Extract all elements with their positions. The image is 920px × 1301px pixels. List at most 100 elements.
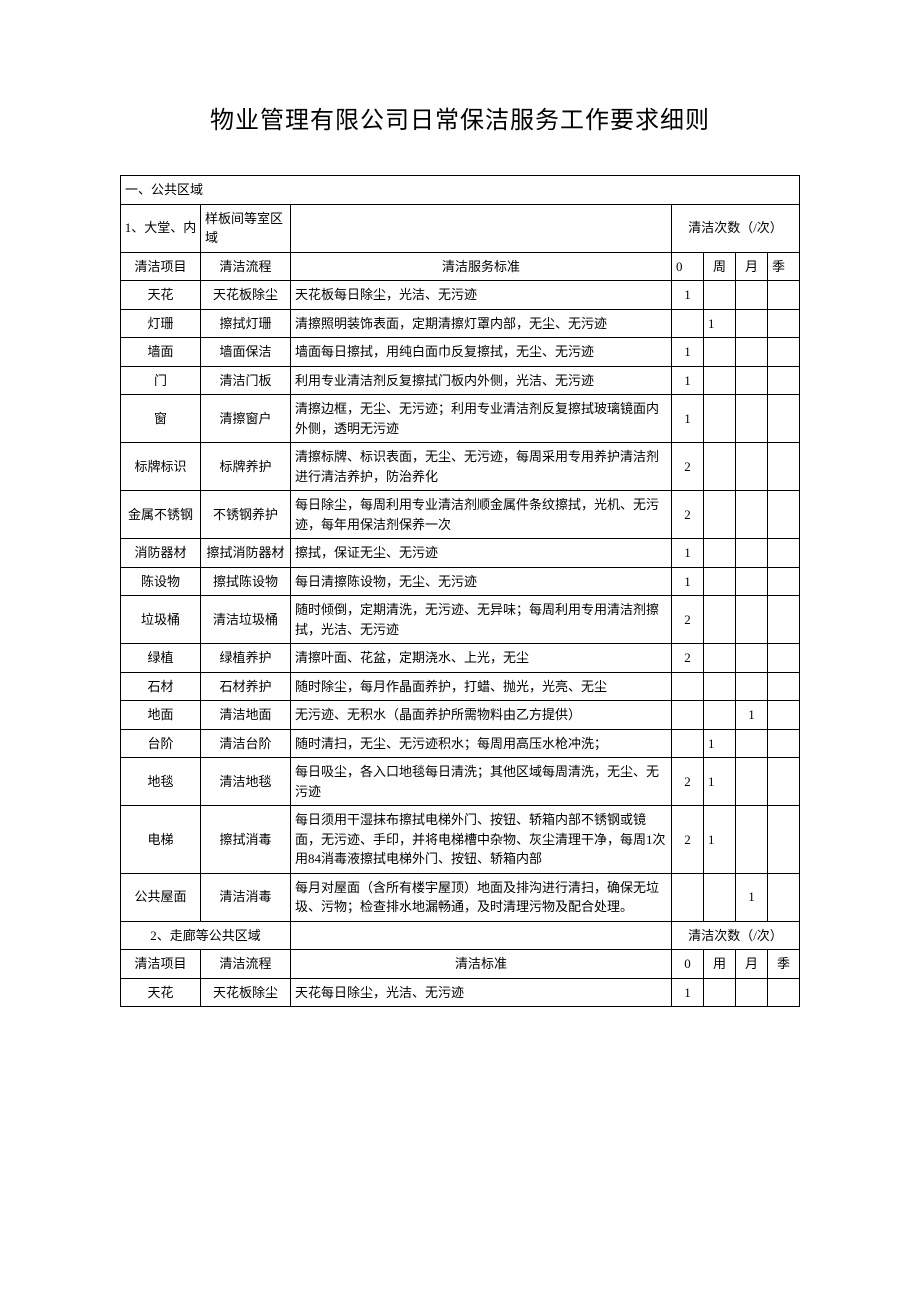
freqs-cell: [768, 338, 800, 367]
freqm-cell: [736, 672, 768, 701]
section1-header: 一、公共区域: [121, 176, 800, 205]
flow-cell: 擦拭消防器材: [201, 539, 291, 568]
flow-cell: 擦拭消毒: [201, 806, 291, 874]
freqw-cell: [704, 978, 736, 1007]
item-cell: 金属不锈钢: [121, 491, 201, 539]
freq0-cell: [672, 873, 704, 921]
freqm-cell: [736, 395, 768, 443]
freq0-cell: 2: [672, 806, 704, 874]
freqw-cell: 1: [704, 729, 736, 758]
freqm-cell: 1: [736, 701, 768, 730]
item-cell: 台阶: [121, 729, 201, 758]
table-row: 门清洁门板利用专业清洁剂反复擦拭门板内外侧，光洁、无污迹1: [121, 366, 800, 395]
area-row: 1、大堂、内 样板间等室区域 清洁次数（/次）: [121, 204, 800, 252]
col2-0: 0: [672, 950, 704, 979]
freqs-cell: [768, 567, 800, 596]
table-row: 墙面墙面保洁墙面每日擦拭，用纯白面巾反复擦拭，无尘、无污迹1: [121, 338, 800, 367]
item-cell: 垃圾桶: [121, 596, 201, 644]
freqs-cell: [768, 758, 800, 806]
freq0-cell: 1: [672, 539, 704, 568]
freqm-cell: [736, 443, 768, 491]
item-cell: 陈设物: [121, 567, 201, 596]
freqs-cell: [768, 395, 800, 443]
freqs-cell: [768, 873, 800, 921]
table-row: 台阶清洁台阶随时清扫，无尘、无污迹积水；每周用高压水枪冲洗； 1: [121, 729, 800, 758]
freqs-cell: [768, 491, 800, 539]
freqw-cell: [704, 491, 736, 539]
col-item: 清洁项目: [121, 252, 201, 281]
freq0-cell: 2: [672, 491, 704, 539]
freqm-cell: [736, 309, 768, 338]
flow-cell: 擦拭陈设物: [201, 567, 291, 596]
item-cell: 窗: [121, 395, 201, 443]
col-0: 0: [672, 252, 704, 281]
table-row: 标牌标识标牌养护清擦标牌、标识表面，无尘、无污迹，每周采用专用养护清洁剂进行清洁…: [121, 443, 800, 491]
area2-row: 2、走廊等公共区域 清洁次数（/次）: [121, 921, 800, 950]
std-cell: 随时清扫，无尘、无污迹积水；每周用高压水枪冲洗；: [291, 729, 672, 758]
item-cell: 公共屋面: [121, 873, 201, 921]
col2-item: 清洁项目: [121, 950, 201, 979]
freq0-cell: [672, 672, 704, 701]
item-cell: 消防器材: [121, 539, 201, 568]
page-title: 物业管理有限公司日常保洁服务工作要求细则: [120, 100, 800, 135]
freqs-cell: [768, 701, 800, 730]
table-row: 天花天花板除尘天花板每日除尘，光洁、无污迹1: [121, 281, 800, 310]
section-header-row: 一、公共区域: [121, 176, 800, 205]
flow-cell: 清洁地毯: [201, 758, 291, 806]
table-row: 陈设物擦拭陈设物每日清擦陈设物，无尘、无污迹1: [121, 567, 800, 596]
freqs-cell: [768, 443, 800, 491]
empty-cell: [291, 204, 672, 252]
std-cell: 随时除尘，每月作晶面养护，打蜡、抛光，光亮、无尘: [291, 672, 672, 701]
freqw-cell: [704, 395, 736, 443]
std-cell: 每月对屋面（含所有楼宇屋顶）地面及排沟进行清扫，确保无垃圾、污物；检查排水地漏畅…: [291, 873, 672, 921]
col2-week: 用: [704, 950, 736, 979]
item-cell: 电梯: [121, 806, 201, 874]
freq0-cell: 1: [672, 567, 704, 596]
flow-cell: 清洁垃圾桶: [201, 596, 291, 644]
flow-cell: 标牌养护: [201, 443, 291, 491]
freqw-cell: [704, 596, 736, 644]
table-row: 绿植绿植养护清擦叶面、花盆，定期浇水、上光，无尘2: [121, 644, 800, 673]
freqs-cell: [768, 806, 800, 874]
freqw-cell: [704, 366, 736, 395]
std-cell: 无污迹、无积水（晶面养护所需物料由乙方提供）: [291, 701, 672, 730]
item-cell: 灯珊: [121, 309, 201, 338]
table-row: 消防器材擦拭消防器材擦拭，保证无尘、无污迹1: [121, 539, 800, 568]
freqw-cell: [704, 567, 736, 596]
freqm-cell: [736, 644, 768, 673]
std-cell: 每日吸尘，各入口地毯每日清洗；其他区域每周清洗，无尘、无污迹: [291, 758, 672, 806]
flow-cell: 清洁台阶: [201, 729, 291, 758]
freqm-cell: [736, 567, 768, 596]
freqm-cell: [736, 729, 768, 758]
col-std: 清洁服务标准: [291, 252, 672, 281]
freq0-cell: [672, 701, 704, 730]
col2-std: 清洁标准: [291, 950, 672, 979]
std-cell: 清擦叶面、花盆，定期浇水、上光，无尘: [291, 644, 672, 673]
flow-cell: 天花板除尘: [201, 978, 291, 1007]
table-row: 天花天花板除尘天花每日除尘，光洁、无污迹1: [121, 978, 800, 1007]
freqs-cell: [768, 729, 800, 758]
freqm-cell: [736, 338, 768, 367]
item-cell: 绿植: [121, 644, 201, 673]
freqm-cell: [736, 366, 768, 395]
freqw-cell: [704, 539, 736, 568]
col-week: 周: [704, 252, 736, 281]
table-row: 地毯清洁地毯每日吸尘，各入口地毯每日清洗；其他区域每周清洗，无尘、无污迹21: [121, 758, 800, 806]
col-month: 月: [736, 252, 768, 281]
freq0-cell: 1: [672, 366, 704, 395]
freq0-cell: 1: [672, 338, 704, 367]
item-cell: 天花: [121, 281, 201, 310]
freqs-cell: [768, 644, 800, 673]
col2-month: 月: [736, 950, 768, 979]
flow-cell: 墙面保洁: [201, 338, 291, 367]
freqs-cell: [768, 539, 800, 568]
freqw-cell: [704, 281, 736, 310]
freqw-cell: 1: [704, 758, 736, 806]
col2-flow: 清洁流程: [201, 950, 291, 979]
freq0-cell: [672, 309, 704, 338]
flow-cell: 天花板除尘: [201, 281, 291, 310]
flow-cell: 清洁门板: [201, 366, 291, 395]
flow-cell: 擦拭灯珊: [201, 309, 291, 338]
freqw-cell: [704, 443, 736, 491]
area-desc: 样板间等室区域: [201, 204, 291, 252]
